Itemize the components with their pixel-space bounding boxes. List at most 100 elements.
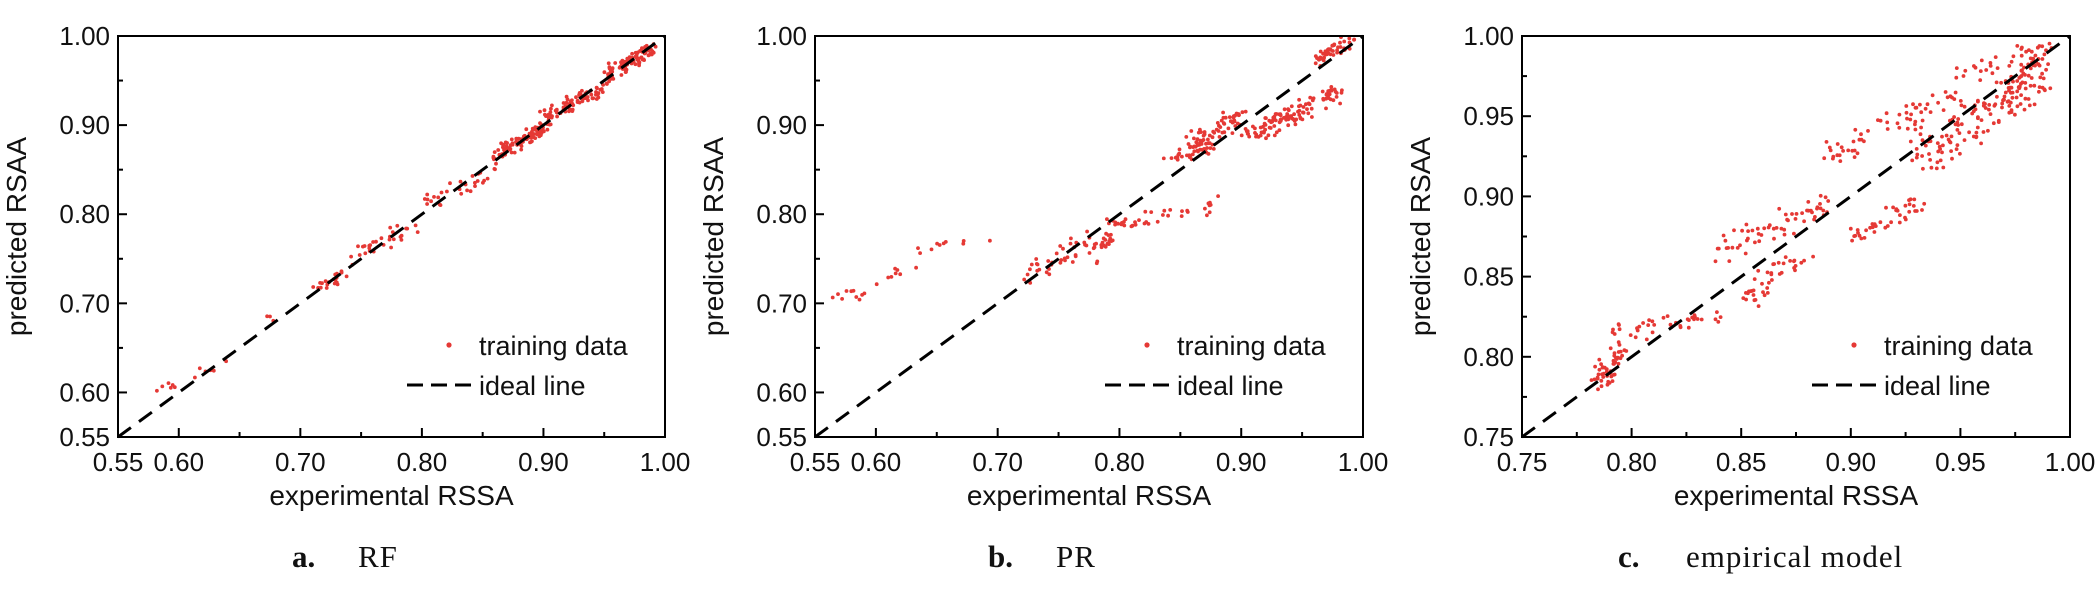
panel-c-point-438 bbox=[1954, 147, 1959, 152]
panel-a-point-16 bbox=[318, 285, 323, 290]
panel-b-point-121 bbox=[1130, 223, 1135, 228]
panel-c-point-367 bbox=[1934, 166, 1939, 171]
panel-c-point-40 bbox=[1614, 355, 1618, 360]
panel-b-point-260 bbox=[1246, 132, 1250, 136]
panel-c-point-273 bbox=[2009, 59, 2014, 64]
panel-b-point-86 bbox=[1087, 251, 1092, 255]
panel-c-point-382 bbox=[1976, 116, 1980, 121]
panel-c-point-478 bbox=[2019, 74, 2023, 79]
panel-a-point-362 bbox=[653, 44, 658, 49]
panel-a-point-29 bbox=[339, 269, 344, 274]
panel-b-point-336 bbox=[1301, 110, 1306, 115]
panel-c-point-477 bbox=[2018, 102, 2023, 106]
panel-c-point-5 bbox=[1593, 364, 1597, 369]
panel-a-point-21 bbox=[344, 274, 349, 279]
panel-a-point-268 bbox=[564, 100, 569, 105]
panel-c-point-144 bbox=[1818, 206, 1823, 211]
panel-c-point-433 bbox=[1996, 120, 2001, 124]
panel-b-point-391 bbox=[1325, 52, 1329, 57]
panel-b-point-48 bbox=[1028, 267, 1032, 272]
panel-a-point-63 bbox=[374, 239, 378, 244]
panel-c-point-336 bbox=[1962, 138, 1967, 143]
panel-a-point-360 bbox=[620, 58, 625, 63]
panel-b-point-59 bbox=[1046, 259, 1051, 263]
panel-c-point-128 bbox=[1777, 206, 1782, 211]
panel-a-point-66 bbox=[436, 195, 441, 200]
panel-b-point-96 bbox=[1105, 241, 1110, 246]
panel-c-point-458 bbox=[2009, 85, 2014, 90]
panel-a-point-260 bbox=[544, 114, 548, 118]
panel-c-point-57 bbox=[1650, 330, 1655, 335]
panel-c-point-452 bbox=[2028, 83, 2033, 88]
panel-b-point-309 bbox=[1321, 97, 1326, 102]
panel-a-point-68 bbox=[429, 199, 433, 204]
panel-b-point-24 bbox=[929, 247, 934, 252]
panel-c-point-364 bbox=[1956, 117, 1961, 121]
panel-c-point-266 bbox=[1988, 64, 1993, 68]
panel-b-point-227 bbox=[1234, 111, 1239, 116]
panel-c-point-414 bbox=[2037, 85, 2042, 89]
panel-c-point-66 bbox=[1678, 324, 1683, 328]
panel-c-point-41 bbox=[1611, 358, 1616, 363]
panel-a-x-tick-label-0: 0.55 bbox=[93, 447, 144, 477]
panel-c-point-481 bbox=[2023, 81, 2028, 85]
panel-c-point-190 bbox=[1895, 121, 1900, 126]
panel-c-point-419 bbox=[2002, 94, 2007, 99]
panel-c-point-222 bbox=[1952, 97, 1957, 101]
panel-c-point-381 bbox=[1974, 134, 1979, 139]
panel-a-point-145 bbox=[519, 147, 524, 152]
panel-b-point-123 bbox=[1133, 220, 1137, 225]
panel-b-point-1 bbox=[849, 289, 854, 294]
panel-a-point-84 bbox=[425, 192, 430, 197]
panel-a-point-89 bbox=[465, 188, 469, 193]
panel-a-point-311 bbox=[640, 46, 644, 51]
panel-c-point-181 bbox=[1746, 291, 1750, 296]
panel-b-point-341 bbox=[1258, 125, 1263, 130]
panel-b-point-204 bbox=[1243, 109, 1248, 114]
panel-b-point-368 bbox=[1347, 36, 1352, 41]
panel-b-point-173 bbox=[1184, 135, 1189, 139]
panel-a-ticks bbox=[117, 35, 666, 438]
panel-b-point-65 bbox=[1025, 272, 1030, 277]
panel-b-point-201 bbox=[1195, 137, 1200, 142]
panel-c-point-96 bbox=[1713, 259, 1718, 264]
panel-c-point-484 bbox=[2011, 79, 2015, 84]
panel-b-point-345 bbox=[1329, 87, 1334, 92]
panel-a-point-26 bbox=[311, 285, 316, 289]
panel-b-point-316 bbox=[1340, 88, 1344, 93]
panel-c-point-320 bbox=[1988, 112, 1993, 116]
panel-c-point-129 bbox=[1810, 210, 1814, 215]
panel-b-point-100 bbox=[1119, 222, 1124, 227]
panel-c-point-93 bbox=[1744, 222, 1749, 227]
panel-b-point-245 bbox=[1282, 107, 1287, 112]
panel-c-point-279 bbox=[2007, 64, 2012, 68]
panel-c-point-423 bbox=[1935, 160, 1940, 165]
panel-c-point-186 bbox=[1769, 272, 1774, 277]
panel-b-point-271 bbox=[1272, 133, 1277, 138]
panel-b-point-312 bbox=[1267, 118, 1272, 123]
panel-a-point-171 bbox=[499, 141, 503, 146]
panel-c-point-457 bbox=[2044, 67, 2048, 72]
panel-b-point-13 bbox=[889, 275, 894, 279]
panel-b-point-22 bbox=[935, 241, 939, 246]
panel-a-point-92 bbox=[425, 197, 430, 202]
panel-c-point-243 bbox=[1852, 155, 1857, 160]
panel-a-point-242 bbox=[577, 100, 582, 105]
panel-a-point-126 bbox=[492, 150, 497, 155]
panel-a-point-138 bbox=[524, 127, 529, 132]
panel-b-point-226 bbox=[1195, 143, 1200, 148]
panel-c-point-4 bbox=[1589, 378, 1594, 382]
panel-b-point-35 bbox=[1065, 255, 1070, 260]
panel-b-point-54 bbox=[1029, 262, 1034, 267]
panel-c-x-tick-label-0: 0.75 bbox=[1497, 447, 1548, 477]
panel-a-point-58 bbox=[391, 237, 396, 242]
panel-c-caption-letter: c. bbox=[1618, 539, 1640, 574]
panel-b-point-223 bbox=[1217, 123, 1221, 128]
panel-a-x-tick-label-4: 0.90 bbox=[518, 447, 569, 477]
panel-a-point-336 bbox=[611, 77, 616, 81]
panel-b-point-49 bbox=[1037, 267, 1042, 272]
panel-a-x-tick-label-1: 0.60 bbox=[153, 447, 204, 477]
panel-a-point-161 bbox=[530, 139, 534, 144]
panel-c-point-205 bbox=[1846, 148, 1851, 153]
panel-b-point-160 bbox=[1190, 152, 1195, 157]
